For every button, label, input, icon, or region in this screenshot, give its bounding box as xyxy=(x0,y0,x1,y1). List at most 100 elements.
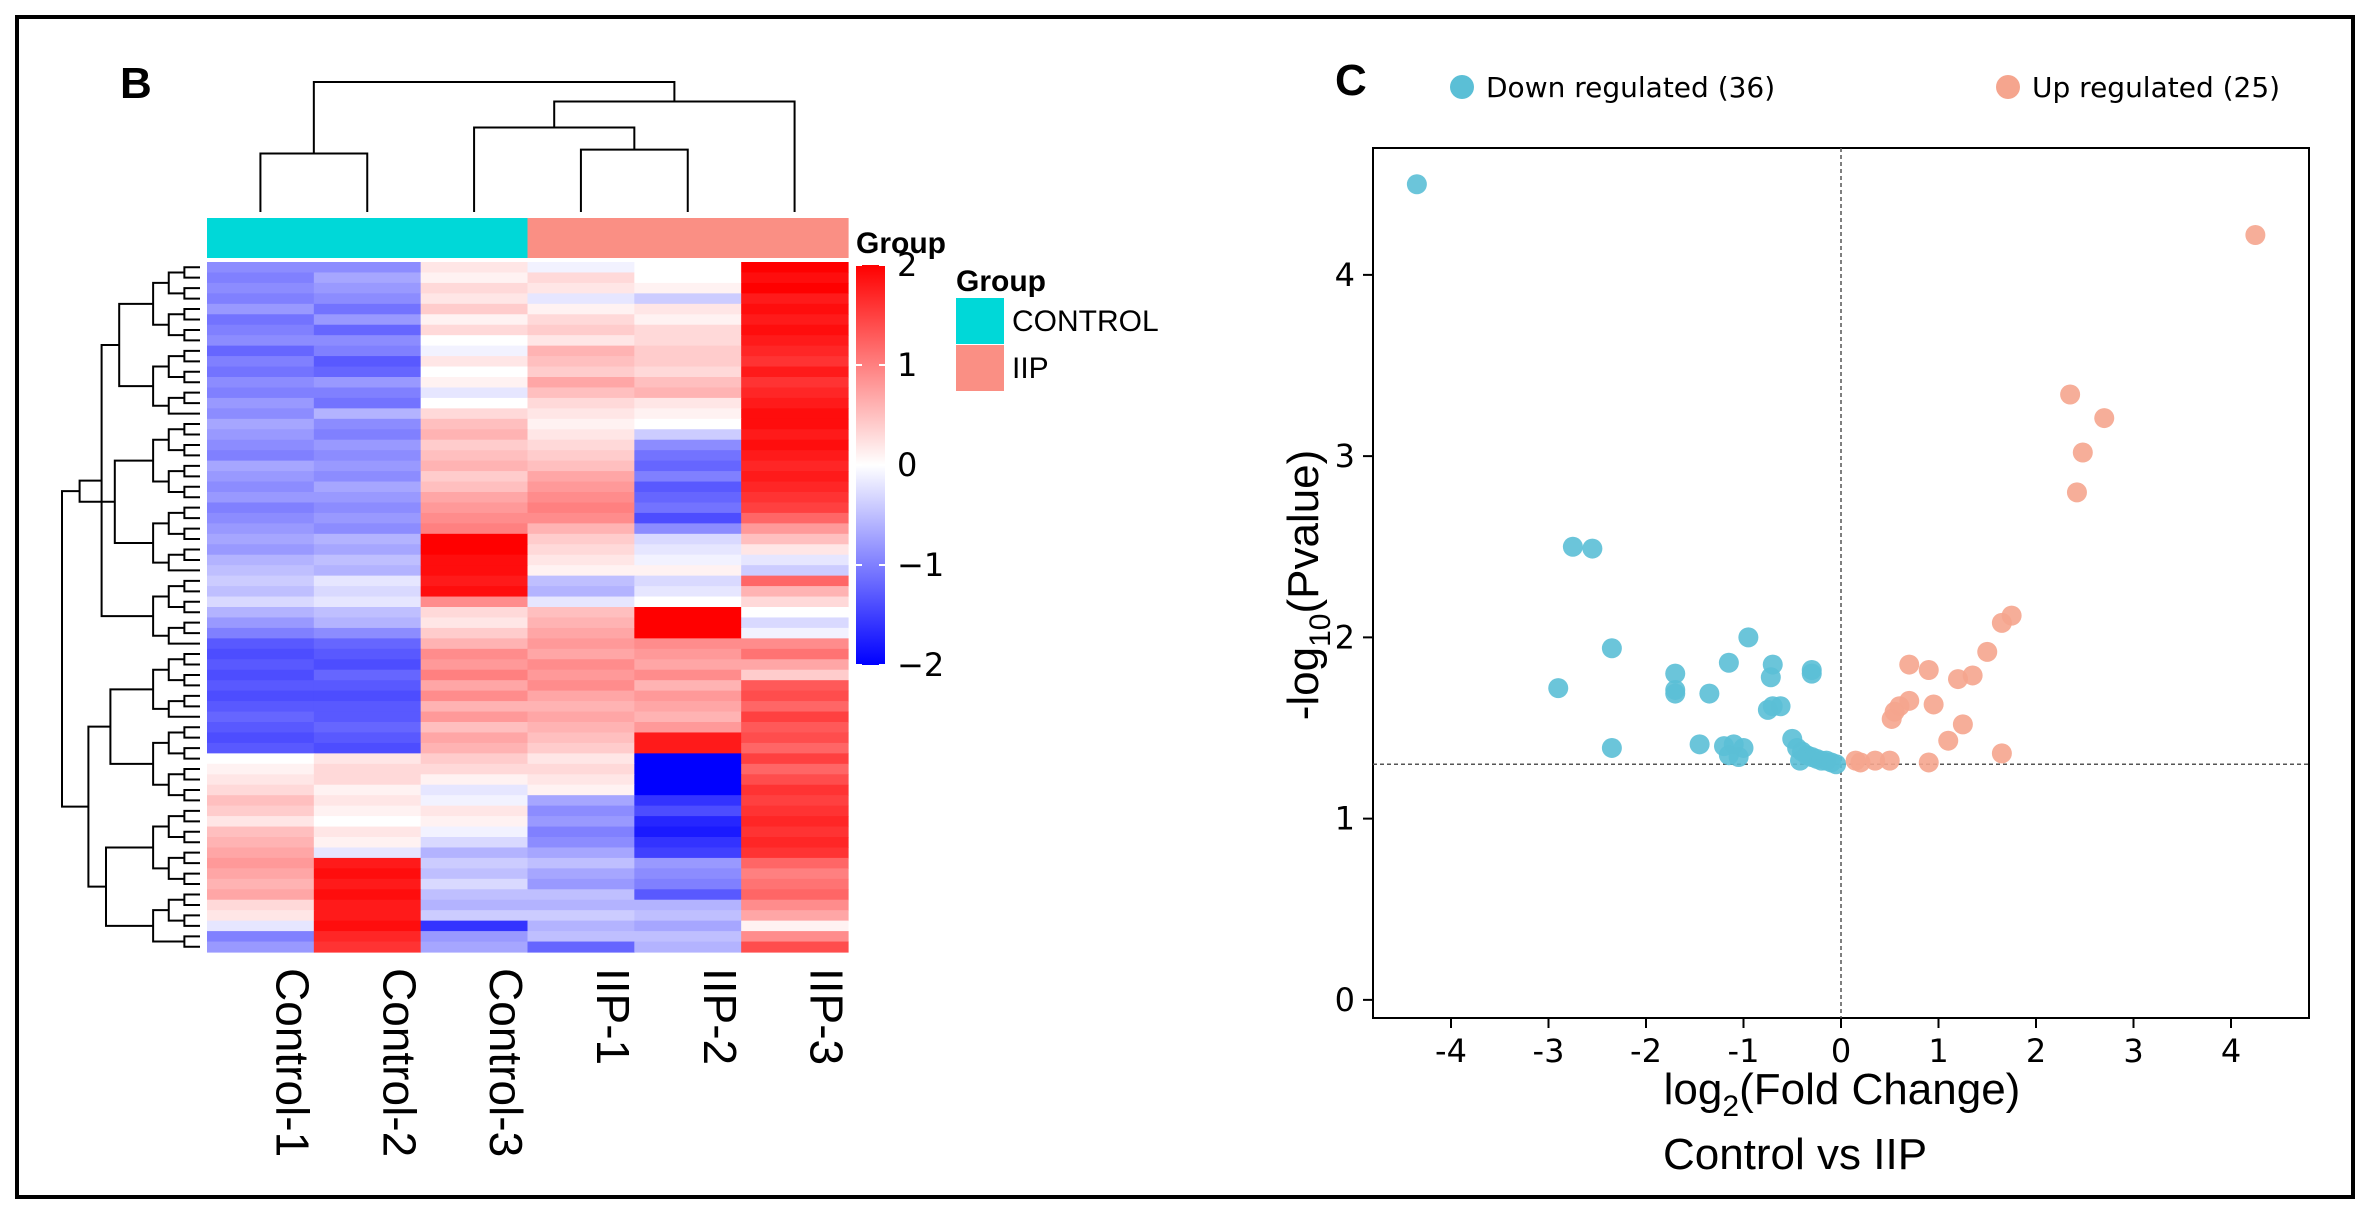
up-regulated-point xyxy=(2245,225,2266,245)
heatmap-cell xyxy=(313,722,422,734)
up-regulated-point xyxy=(1991,743,2012,764)
heatmap-cell xyxy=(741,701,849,713)
heatmap-cell xyxy=(420,523,529,535)
heatmap-cell xyxy=(527,889,635,901)
heatmap-cell xyxy=(634,816,742,828)
heatmap-cell xyxy=(420,784,529,796)
heatmap-cell xyxy=(313,272,422,284)
heatmap-cell xyxy=(741,565,849,577)
heatmap-cell xyxy=(741,335,849,347)
heatmap-cell xyxy=(207,262,315,274)
heatmap-cell xyxy=(527,816,635,828)
heatmap-cell xyxy=(741,837,849,849)
heatmap-cell xyxy=(741,282,849,294)
heatmap-cell xyxy=(420,763,529,775)
x-tick-label: -2 xyxy=(1630,1032,1662,1070)
heatmap-cell xyxy=(420,669,529,681)
heatmap-cell xyxy=(527,910,635,922)
heatmap-cell xyxy=(207,523,315,535)
heatmap-cell xyxy=(634,795,742,807)
heatmap-cell xyxy=(634,460,742,472)
heatmap-cell xyxy=(207,282,315,294)
colorbar-tick-label: 0 xyxy=(897,446,917,484)
heatmap-cell xyxy=(207,659,315,671)
heatmap-cell xyxy=(313,732,422,744)
heatmap-cell xyxy=(207,617,315,629)
heatmap-cell xyxy=(741,742,849,754)
heatmap-cell xyxy=(420,732,529,744)
heatmap-cell xyxy=(634,805,742,817)
heatmap-cell xyxy=(634,418,742,430)
heatmap-cell xyxy=(207,324,315,336)
heatmap-cell xyxy=(527,659,635,671)
heatmap-cell xyxy=(741,847,849,859)
heatmap-cell xyxy=(527,397,635,409)
heatmap-cell xyxy=(313,805,422,817)
dendrogram-branch xyxy=(312,81,676,154)
heatmap-cell xyxy=(634,878,742,890)
heatmap-cell xyxy=(420,722,529,734)
heatmap-cell xyxy=(420,429,529,441)
heatmap-cell xyxy=(634,377,742,389)
heatmap-cell xyxy=(420,596,529,608)
heatmap-cell xyxy=(634,408,742,420)
heatmap-cell xyxy=(207,492,315,504)
volcano-legend: Down regulated (36) Up regulated (25) xyxy=(1450,71,2280,104)
heatmap-cell xyxy=(741,648,849,660)
heatmap-cell xyxy=(313,460,422,472)
heatmap-cell xyxy=(527,701,635,713)
heatmap-cell xyxy=(207,460,315,472)
heatmap-cell xyxy=(313,638,422,650)
y-tick-label: 4 xyxy=(1335,256,1355,294)
heatmap-cell xyxy=(313,920,422,932)
heatmap-cell xyxy=(313,847,422,859)
column-dendrogram xyxy=(259,81,796,212)
up-regulated-point xyxy=(1899,654,1920,675)
heatmap-cell xyxy=(741,805,849,817)
heatmap-cell xyxy=(634,512,742,524)
heatmap-cell xyxy=(634,575,742,587)
volcano-panel: C Down regulated (36) Up regulated (25) -… xyxy=(1279,56,2310,1179)
heatmap-cell xyxy=(420,492,529,504)
up-regulated-point xyxy=(1923,694,1944,715)
heatmap-cell xyxy=(634,648,742,660)
heatmap-cell xyxy=(313,763,422,775)
x-tick-label: -3 xyxy=(1533,1032,1565,1070)
heatmap-cell xyxy=(420,481,529,493)
heatmap-cell xyxy=(207,742,315,754)
heatmap-cell xyxy=(420,293,529,305)
heatmap-cell xyxy=(527,439,635,451)
heatmap-cell xyxy=(313,533,422,545)
heatmap-cell xyxy=(420,648,529,660)
heatmap-cell xyxy=(527,356,635,368)
panel-label-b: B xyxy=(120,59,152,108)
heatmap-cell xyxy=(207,450,315,462)
heatmap-cell xyxy=(207,565,315,577)
heatmap-cell xyxy=(634,324,742,336)
heatmap-cell xyxy=(527,303,635,315)
heatmap-cell xyxy=(207,418,315,430)
annotation-cell xyxy=(313,218,422,258)
heatmap-cell xyxy=(527,732,635,744)
heatmap-cell xyxy=(207,544,315,556)
heatmap-cell xyxy=(634,282,742,294)
down-regulated-point xyxy=(1665,683,1686,704)
heatmap-cell xyxy=(527,377,635,389)
heatmap-cell xyxy=(527,418,635,430)
heatmap-cell xyxy=(634,763,742,775)
down-regulated-point xyxy=(1582,538,1603,559)
heatmap-cell xyxy=(313,711,422,723)
column-label: Control-3 xyxy=(480,968,532,1157)
heatmap-cell xyxy=(420,450,529,462)
heatmap-cell xyxy=(207,303,315,315)
heatmap-cell xyxy=(527,690,635,702)
heatmap-cell xyxy=(207,826,315,838)
down-regulated-point xyxy=(1728,747,1749,767)
heatmap-cell xyxy=(207,502,315,514)
heatmap-cell xyxy=(207,763,315,775)
up-regulated-point xyxy=(2094,408,2115,429)
heatmap-cell xyxy=(634,701,742,713)
heatmap-cell xyxy=(741,931,849,943)
heatmap-cell xyxy=(634,847,742,859)
heatmap-cell xyxy=(741,544,849,556)
